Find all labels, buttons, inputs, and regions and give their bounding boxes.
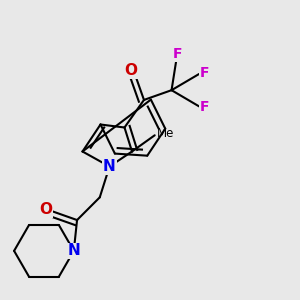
Text: N: N <box>103 159 116 174</box>
Text: F: F <box>200 66 209 80</box>
Text: O: O <box>124 63 137 78</box>
Text: O: O <box>39 202 52 217</box>
Text: N: N <box>68 243 80 258</box>
Text: F: F <box>172 47 182 61</box>
Text: F: F <box>200 100 209 114</box>
Text: Me: Me <box>157 127 175 140</box>
